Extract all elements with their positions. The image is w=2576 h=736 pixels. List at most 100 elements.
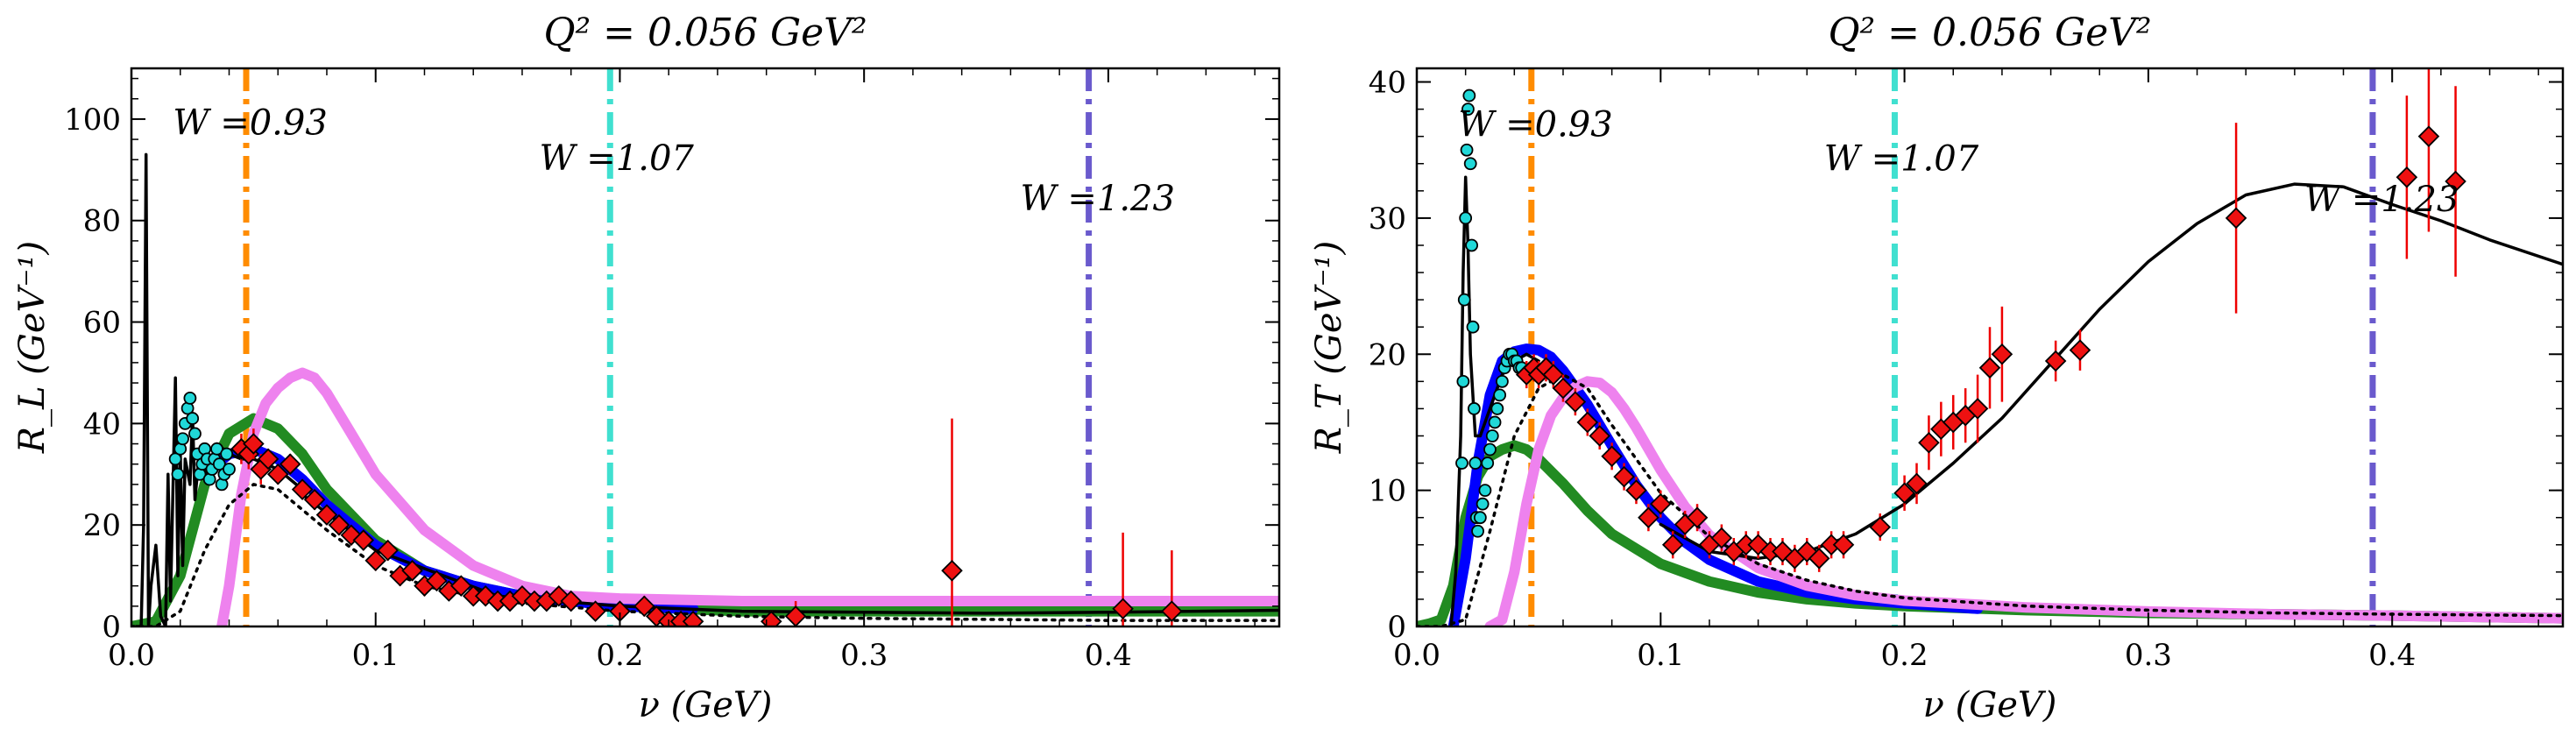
red-data-point — [426, 570, 448, 592]
series-line-2 — [1484, 376, 2563, 626]
red-data-point — [1576, 411, 1599, 434]
x-tick-label: 0.0 — [1393, 638, 1440, 673]
panel-rl: Q² = 0.056 GeV² W =0.93 W =1.07 W =1.23 0.… — [12, 11, 1281, 725]
cyan-data-point — [186, 412, 200, 425]
x-tick-label: 0.0 — [108, 638, 155, 673]
x-tick-label: 0.3 — [2125, 638, 2172, 673]
red-data-point — [2445, 170, 2466, 193]
red-data-point — [340, 524, 363, 547]
y-axis-label: R_L (GeV⁻¹) — [12, 241, 53, 454]
red-data-point — [1661, 534, 1684, 556]
cyan-data-point — [183, 392, 197, 405]
red-data-point — [1710, 527, 1733, 549]
y-tick-label: 40 — [83, 407, 121, 442]
red-data-point — [1601, 445, 1623, 468]
red-data-point — [1613, 465, 1635, 488]
red-data-point — [291, 478, 314, 500]
axes: 0.0 0.1 0.2 0.3 0.4 0 10 20 30 40 — [1369, 66, 2563, 673]
red-data-point — [1638, 506, 1660, 528]
cyan-data-point — [220, 447, 234, 461]
red-data-point — [1966, 398, 1989, 420]
axes: 0.0 0.1 0.2 0.3 0.4 0 20 40 60 80 100 — [64, 68, 1279, 673]
red-data-point — [257, 448, 280, 471]
cyan-data-point — [1465, 238, 1479, 252]
cyan-data-point — [168, 452, 182, 466]
red-data-point — [352, 529, 375, 551]
series-line-0 — [1417, 440, 2563, 626]
w-label: W =1.23 — [2304, 180, 2459, 220]
red-data-point — [474, 584, 497, 607]
red-data-point — [1650, 492, 1672, 515]
plot-frame — [1415, 67, 2565, 628]
x-tick-label: 0.1 — [1637, 638, 1684, 673]
w-label: W =1.07 — [539, 138, 694, 179]
cyan-data-point — [1456, 374, 1470, 388]
cyan-data-point — [1471, 524, 1484, 538]
cyan-data-point — [223, 463, 236, 476]
cyan-data-point — [1459, 211, 1473, 225]
red-data-point — [941, 560, 963, 582]
red-data-point — [401, 560, 423, 582]
red-data-point — [1978, 357, 2001, 379]
y-tick-label: 30 — [1369, 202, 1406, 237]
red-data-point — [1686, 506, 1709, 528]
x-tick-label: 0.1 — [352, 638, 400, 673]
red-data-point — [1552, 377, 1575, 400]
red-data-point — [377, 539, 399, 562]
red-data-point — [1906, 472, 1928, 495]
series-line-5 — [131, 483, 1279, 626]
cyan-data-point — [1476, 497, 1490, 511]
cyan-data-point — [1481, 456, 1495, 470]
red-data-point — [2069, 339, 2091, 361]
cyan-data-point — [210, 442, 223, 456]
red-data-point — [1625, 479, 1647, 501]
w-label: W =0.93 — [1458, 105, 1612, 145]
w-label: W =1.07 — [1824, 139, 1979, 180]
red-data-point — [364, 549, 386, 571]
red-data-point — [1893, 482, 1915, 505]
cyan-data-point — [1468, 456, 1483, 470]
red-data-point — [1589, 425, 1610, 447]
x-tick-label: 0.3 — [840, 638, 888, 673]
series-line-3 — [1659, 182, 2563, 561]
y-tick-label: 0 — [102, 610, 121, 645]
cyan-data-point — [176, 432, 189, 446]
y-tick-label: 10 — [1369, 474, 1406, 509]
red-data-point — [1747, 534, 1769, 556]
y-tick-label: 80 — [83, 204, 121, 239]
red-data-point — [303, 488, 326, 511]
red-data-point — [1564, 391, 1587, 413]
series-line-1 — [1447, 343, 1984, 626]
cyan-data-point — [1462, 88, 1476, 103]
cyan-data-point — [1466, 320, 1480, 334]
red-data-point — [1161, 600, 1183, 622]
chart-title: Q² = 0.056 GeV² — [1828, 11, 2151, 55]
red-data-point — [584, 600, 606, 622]
y-tick-label: 60 — [83, 306, 121, 341]
cyan-data-point — [1468, 402, 1481, 415]
red-data-point — [450, 575, 472, 597]
series-line-2 — [216, 367, 1279, 626]
red-data-point — [1112, 598, 1134, 620]
w-label: W =0.93 — [173, 103, 327, 143]
y-tick-label: 20 — [83, 508, 121, 543]
red-data-point — [548, 584, 570, 607]
w-label: W =1.23 — [1021, 179, 1175, 219]
red-data-point — [2044, 350, 2067, 372]
y-axis-label: R_T (GeV⁻¹) — [1309, 241, 1349, 454]
cyan-data-point — [1493, 388, 1507, 402]
panel-rt: Q² = 0.056 GeV² W =0.93 W =1.07 W =1.23 0.… — [1309, 11, 2565, 725]
red-data-point — [560, 590, 582, 612]
red-data-point — [2417, 125, 2440, 147]
x-tick-label: 0.4 — [2368, 638, 2416, 673]
x-axis-label: ν (GeV) — [1923, 685, 2057, 725]
y-tick-label: 0 — [1387, 610, 1406, 645]
red-data-point — [315, 504, 338, 526]
red-data-point — [328, 513, 350, 536]
cyan-data-point — [1483, 442, 1497, 456]
red-data-point — [279, 453, 301, 475]
cyan-data-point — [1463, 157, 1477, 171]
y-tick-label: 20 — [1369, 337, 1406, 372]
cyan-data-point — [212, 457, 226, 471]
